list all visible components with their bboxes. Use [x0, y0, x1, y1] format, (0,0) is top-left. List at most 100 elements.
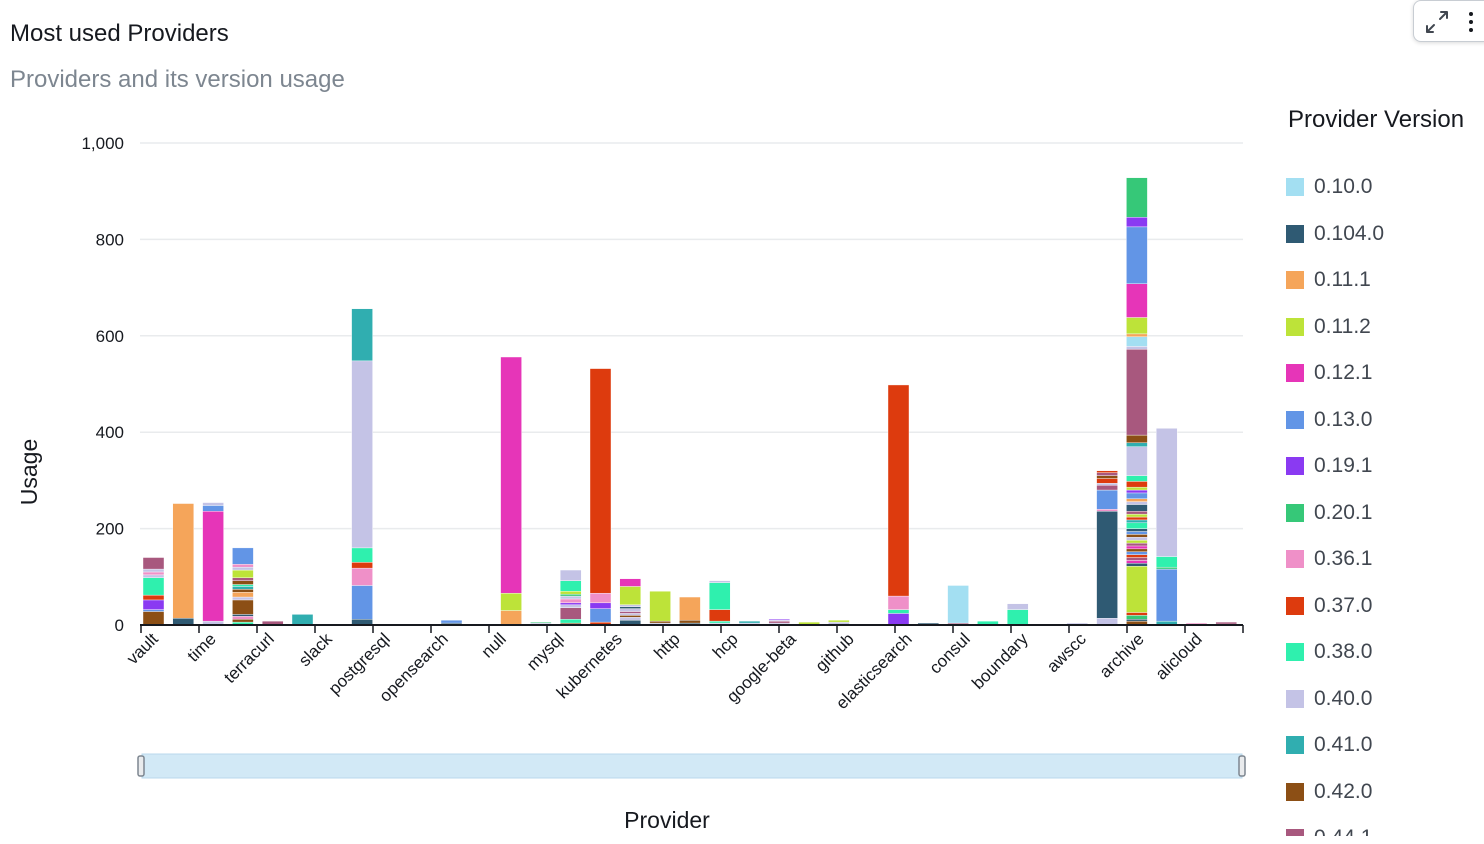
bar-segment[interactable] — [1126, 560, 1148, 564]
bar-stack[interactable] — [142, 557, 165, 626]
bar-segment[interactable] — [709, 580, 731, 583]
zoom-scrollbar[interactable] — [137, 753, 1246, 779]
legend-item[interactable]: 0.11.2 — [1286, 314, 1371, 340]
bar-segment[interactable] — [1126, 349, 1148, 436]
bar-stack[interactable] — [1096, 470, 1118, 626]
bar-stack[interactable] — [560, 569, 582, 626]
bar-segment[interactable] — [1096, 509, 1118, 512]
bar-segment[interactable] — [1126, 528, 1148, 532]
bar-segment[interactable] — [142, 599, 165, 610]
bar-segment[interactable] — [1126, 612, 1148, 616]
bar-segment[interactable] — [560, 569, 582, 581]
bar-stack[interactable] — [232, 547, 254, 626]
bar-segment[interactable] — [1126, 557, 1148, 561]
bar-segment[interactable] — [947, 585, 969, 624]
legend-item[interactable]: 0.42.0 — [1286, 779, 1372, 805]
bar-segment[interactable] — [232, 586, 254, 590]
bar-segment[interactable] — [1126, 333, 1148, 337]
bar-stack[interactable] — [500, 356, 522, 626]
bar-segment[interactable] — [232, 592, 254, 598]
legend-item[interactable]: 0.104.0 — [1286, 221, 1384, 247]
legend-item[interactable]: 0.38.0 — [1286, 639, 1372, 665]
legend-item[interactable]: 0.40.0 — [1286, 686, 1372, 712]
bar-segment[interactable] — [1126, 177, 1148, 218]
bar-segment[interactable] — [1126, 475, 1148, 482]
bar-segment[interactable] — [1126, 504, 1148, 512]
bar-segment[interactable] — [351, 567, 373, 586]
bar-segment[interactable] — [649, 591, 671, 622]
bar-segment[interactable] — [887, 613, 910, 626]
bar-stack[interactable] — [351, 308, 373, 626]
bar-stack[interactable] — [1126, 177, 1148, 626]
bar-segment[interactable] — [1126, 519, 1148, 524]
bar-segment[interactable] — [1126, 531, 1148, 535]
bar-segment[interactable] — [589, 368, 612, 594]
bar-segment[interactable] — [232, 619, 254, 623]
bar-segment[interactable] — [560, 598, 582, 604]
bar-stack[interactable] — [1155, 428, 1178, 626]
scrollbar-track[interactable] — [141, 753, 1243, 779]
bar-segment[interactable] — [619, 578, 641, 587]
bar-segment[interactable] — [1126, 513, 1148, 518]
bar-segment[interactable] — [560, 602, 582, 605]
bar-segment[interactable] — [530, 621, 552, 624]
bar-segment[interactable] — [560, 619, 582, 624]
bar-segment[interactable] — [1215, 621, 1238, 625]
bar-segment[interactable] — [232, 596, 254, 601]
bar-segment[interactable] — [1126, 565, 1148, 613]
expand-button[interactable] — [1422, 7, 1452, 37]
bar-segment[interactable] — [560, 580, 582, 592]
bar-segment[interactable] — [142, 571, 165, 576]
bar-segment[interactable] — [679, 596, 701, 621]
bar-segment[interactable] — [172, 503, 195, 619]
legend-item[interactable]: 0.36.1 — [1286, 546, 1372, 572]
bar-segment[interactable] — [1126, 534, 1148, 538]
bar-segment[interactable] — [679, 619, 701, 624]
bar-segment[interactable] — [1126, 551, 1148, 555]
bar-stack[interactable] — [202, 502, 224, 626]
bar-segment[interactable] — [202, 511, 224, 622]
bar-stack[interactable] — [947, 585, 969, 626]
bar-stack[interactable] — [589, 368, 612, 626]
bar-segment[interactable] — [619, 613, 641, 616]
legend-item[interactable]: 0.44.1 — [1286, 825, 1372, 836]
bar-stack[interactable] — [291, 614, 314, 626]
bar-segment[interactable] — [709, 609, 731, 622]
bar-segment[interactable] — [1155, 556, 1178, 568]
bar-segment[interactable] — [142, 594, 165, 601]
bar-segment[interactable] — [1096, 483, 1118, 486]
bar-segment[interactable] — [1126, 336, 1148, 347]
bar-segment[interactable] — [440, 619, 463, 624]
bar-segment[interactable] — [1126, 498, 1148, 502]
bar-segment[interactable] — [202, 502, 224, 506]
bar-segment[interactable] — [1155, 428, 1178, 557]
bar-segment[interactable] — [202, 505, 224, 512]
bar-segment[interactable] — [1126, 545, 1148, 550]
bar-segment[interactable] — [560, 595, 582, 600]
scrollbar-handle-left[interactable] — [137, 755, 145, 777]
legend-item[interactable]: 0.13.0 — [1286, 407, 1372, 433]
bar-segment[interactable] — [351, 360, 373, 549]
bar-segment[interactable] — [1126, 516, 1148, 521]
bar-segment[interactable] — [1126, 537, 1148, 541]
bar-segment[interactable] — [232, 580, 254, 585]
bar-segment[interactable] — [828, 619, 850, 623]
bar-segment[interactable] — [1096, 475, 1118, 479]
bar-segment[interactable] — [291, 614, 314, 626]
bar-segment[interactable] — [1126, 283, 1148, 318]
bar-segment[interactable] — [1096, 478, 1118, 484]
bar-segment[interactable] — [1155, 566, 1178, 570]
bar-segment[interactable] — [1096, 485, 1118, 491]
bar-stack[interactable] — [1007, 603, 1029, 626]
bar-segment[interactable] — [768, 619, 790, 621]
bar-segment[interactable] — [560, 604, 582, 608]
bar-segment[interactable] — [232, 589, 254, 593]
bar-segment[interactable] — [1126, 217, 1148, 228]
bar-segment[interactable] — [1126, 442, 1148, 447]
bar-segment[interactable] — [351, 308, 373, 362]
bar-segment[interactable] — [142, 577, 165, 596]
bar-segment[interactable] — [232, 584, 254, 587]
bar-segment[interactable] — [1007, 603, 1029, 610]
legend-item[interactable]: 0.37.0 — [1286, 593, 1372, 619]
bar-segment[interactable] — [887, 595, 910, 610]
